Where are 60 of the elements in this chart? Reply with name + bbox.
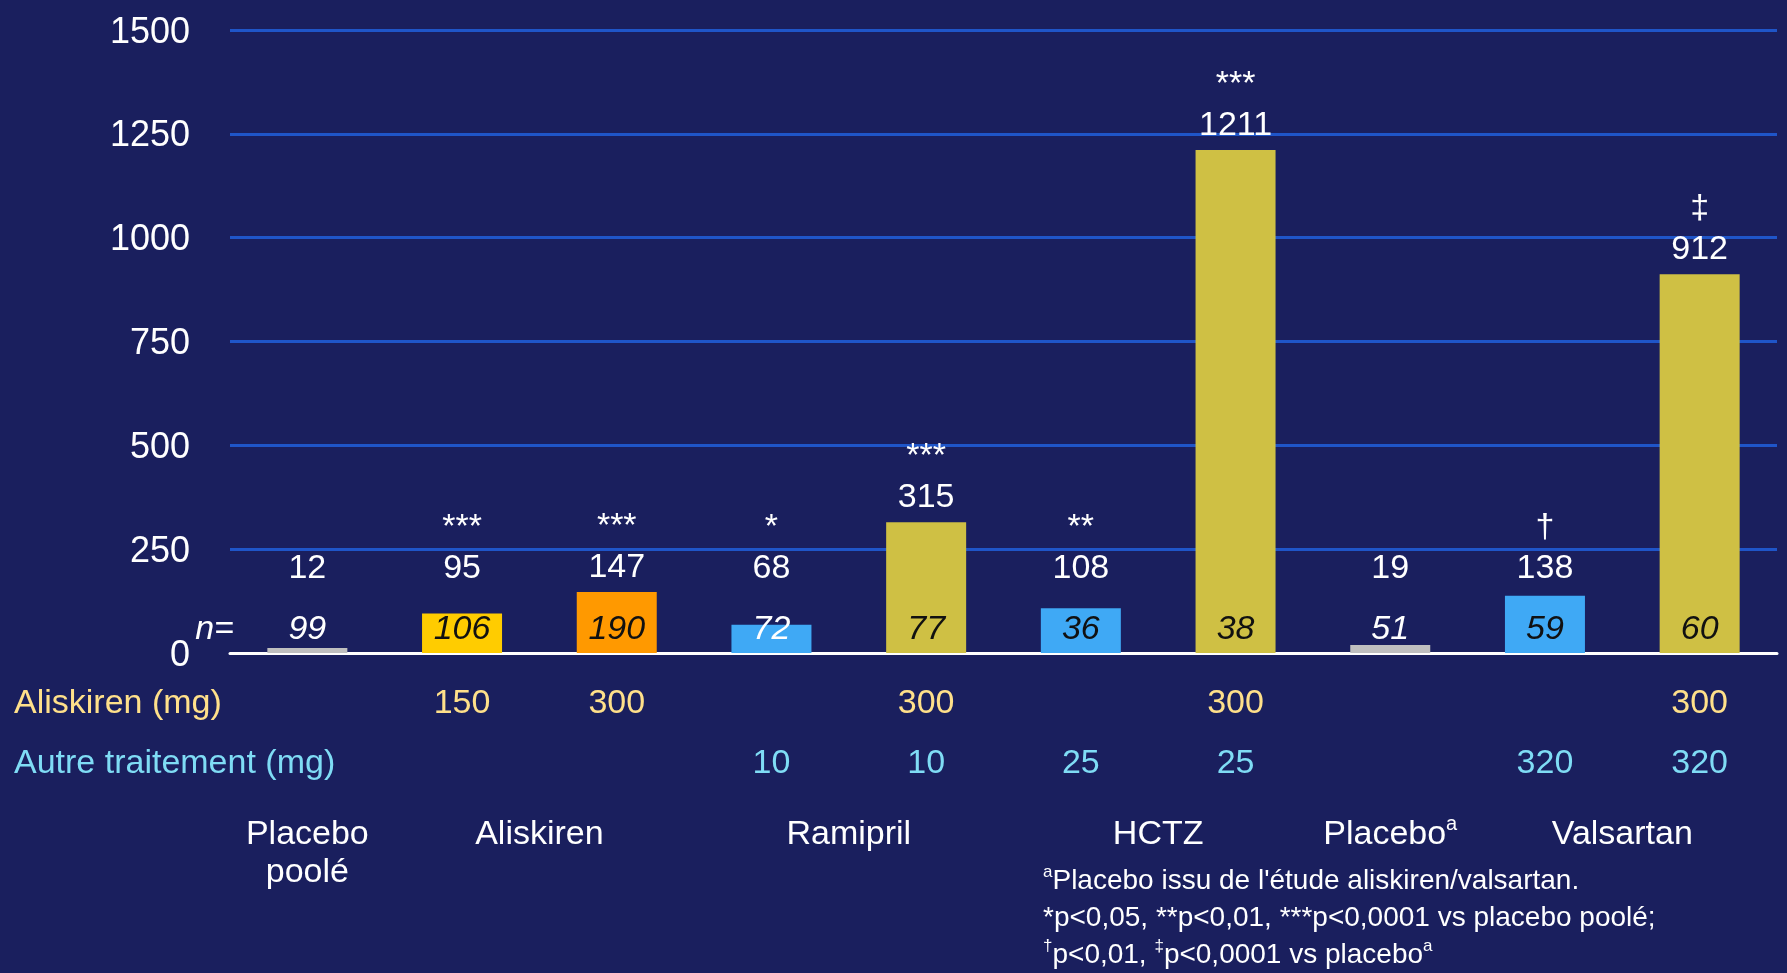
text: 25 [1216, 742, 1255, 780]
text: HCTZ [1112, 813, 1204, 851]
text: 150 [433, 682, 491, 720]
annotation: *** [906, 435, 946, 474]
annotation: 99 [288, 608, 327, 646]
text: 320 [1516, 742, 1574, 780]
text: 300 [588, 682, 646, 720]
annotation: *** [596, 504, 637, 543]
text: Ramipril [786, 813, 912, 851]
text: 300 [897, 682, 955, 720]
bar [1659, 274, 1740, 653]
y-tick-label: 1500 [109, 9, 190, 51]
annotation: n= [195, 608, 234, 646]
y-tick-label: 1000 [109, 217, 190, 259]
bar [886, 522, 967, 653]
data-label: 19 [1371, 547, 1410, 585]
text: 320 [1671, 742, 1729, 780]
text: 25 [1061, 742, 1100, 780]
text: 300 [1207, 682, 1264, 720]
text: Placebo poolé [245, 813, 369, 889]
text: Autre traitement (mg) [14, 742, 336, 780]
bar [1350, 645, 1431, 653]
annotation: 106 [433, 608, 491, 646]
data-label: 912 [1671, 228, 1729, 267]
data-label: 12 [288, 547, 327, 585]
text: 10 [752, 742, 791, 780]
annotation: *** [442, 506, 482, 544]
annotation: * [764, 506, 779, 544]
data-label: 95 [443, 547, 481, 585]
annotation: *** [1215, 63, 1256, 102]
data-label: 138 [1516, 547, 1574, 585]
bar [1504, 595, 1585, 653]
annotation: ** [1067, 506, 1095, 544]
annotation: 77 [907, 608, 947, 646]
annotation: 60 [1680, 608, 1719, 646]
bar [267, 648, 348, 653]
text: Valsartan [1551, 813, 1693, 851]
data-label: 108 [1052, 547, 1110, 585]
annotation: 59 [1526, 608, 1564, 646]
text: *p<0,05, **p<0,01, ***p<0,0001 vs placebo poolé; [1043, 900, 1656, 932]
annotation: 51 [1371, 608, 1410, 646]
annotation: 36 [1061, 608, 1100, 646]
y-tick-label: 750 [129, 321, 190, 362]
data-label: 315 [897, 476, 955, 515]
y-tick-label: 500 [129, 424, 190, 466]
data-label: 1211 [1198, 104, 1273, 143]
annotation: ‡ [1690, 187, 1710, 226]
y-tick-label: 0 [169, 632, 190, 674]
annotation: 38 [1216, 608, 1255, 646]
text: 10 [907, 742, 946, 780]
y-tick-label: 250 [129, 528, 190, 570]
data-label: 147 [588, 545, 646, 584]
annotation: 190 [588, 608, 646, 646]
annotation: † [1535, 506, 1555, 544]
text: Aliskiren [475, 813, 604, 851]
bar [1195, 150, 1276, 653]
y-tick-label: 1250 [109, 113, 190, 155]
text: 300 [1671, 682, 1729, 720]
text: Aliskiren (mg) [14, 682, 222, 720]
data-label: 68 [752, 547, 791, 585]
